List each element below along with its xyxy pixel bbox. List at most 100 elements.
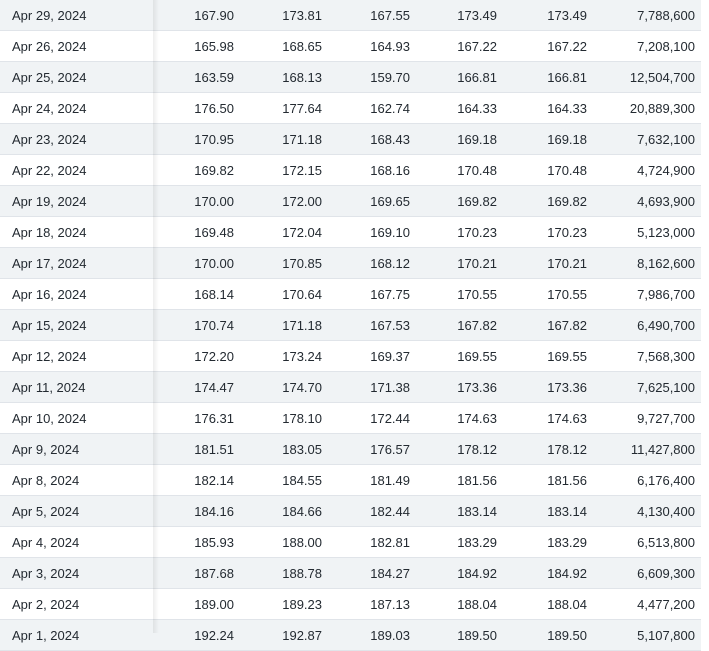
close-cell: 170.55	[412, 278, 500, 310]
date-cell: Apr 29, 2024	[0, 0, 153, 31]
high-cell: 188.00	[236, 526, 324, 558]
volume-cell: 6,490,700	[593, 309, 701, 341]
open-cell: 169.82	[153, 154, 236, 186]
open-cell: 181.51	[153, 433, 236, 465]
close-cell: 169.82	[412, 185, 500, 217]
date-cell: Apr 18, 2024	[0, 216, 153, 248]
adj-close-cell: 170.21	[500, 247, 593, 279]
low-cell: 168.16	[324, 154, 412, 186]
close-cell: 167.82	[412, 309, 500, 341]
open-cell: 189.00	[153, 588, 236, 620]
volume-cell: 20,889,300	[593, 92, 701, 124]
high-cell: 184.55	[236, 464, 324, 496]
close-cell: 178.12	[412, 433, 500, 465]
table-row: Apr 17, 2024 170.00 170.85 168.12 170.21 170.…	[0, 247, 701, 279]
table-row: Apr 29, 2024 167.90 173.81 167.55 173.49 173.…	[0, 0, 701, 31]
adj-close-cell: 169.18	[500, 123, 593, 155]
date-cell: Apr 22, 2024	[0, 154, 153, 186]
close-cell: 169.18	[412, 123, 500, 155]
adj-close-cell: 167.22	[500, 30, 593, 62]
adj-close-cell: 183.29	[500, 526, 593, 558]
table-row: Apr 1, 2024 192.24 192.87 189.03 189.50 189.5…	[0, 619, 701, 651]
date-cell: Apr 4, 2024	[0, 526, 153, 558]
open-cell: 168.14	[153, 278, 236, 310]
date-cell: Apr 9, 2024	[0, 433, 153, 465]
volume-cell: 12,504,700	[593, 61, 701, 93]
low-cell: 164.93	[324, 30, 412, 62]
open-cell: 176.50	[153, 92, 236, 124]
low-cell: 182.44	[324, 495, 412, 527]
open-cell: 170.95	[153, 123, 236, 155]
adj-close-cell: 166.81	[500, 61, 593, 93]
open-cell: 170.74	[153, 309, 236, 341]
open-cell: 167.90	[153, 0, 236, 31]
close-cell: 188.04	[412, 588, 500, 620]
table-row: Apr 25, 2024 163.59 168.13 159.70 166.81 166.…	[0, 61, 701, 93]
date-cell: Apr 3, 2024	[0, 557, 153, 589]
close-cell: 170.23	[412, 216, 500, 248]
high-cell: 192.87	[236, 619, 324, 651]
table-row: Apr 24, 2024 176.50 177.64 162.74 164.33 164.…	[0, 92, 701, 124]
adj-close-cell: 189.50	[500, 619, 593, 651]
low-cell: 168.12	[324, 247, 412, 279]
close-cell: 166.81	[412, 61, 500, 93]
table-row: Apr 26, 2024 165.98 168.65 164.93 167.22 167.…	[0, 30, 701, 62]
volume-cell: 7,788,600	[593, 0, 701, 31]
high-cell: 171.18	[236, 309, 324, 341]
adj-close-cell: 181.56	[500, 464, 593, 496]
adj-close-cell: 169.55	[500, 340, 593, 372]
adj-close-cell: 170.48	[500, 154, 593, 186]
volume-cell: 4,477,200	[593, 588, 701, 620]
close-cell: 184.92	[412, 557, 500, 589]
low-cell: 184.27	[324, 557, 412, 589]
table-row: Apr 11, 2024 174.47 174.70 171.38 173.36 173.…	[0, 371, 701, 403]
low-cell: 162.74	[324, 92, 412, 124]
close-cell: 170.21	[412, 247, 500, 279]
low-cell: 167.75	[324, 278, 412, 310]
adj-close-cell: 174.63	[500, 402, 593, 434]
date-cell: Apr 19, 2024	[0, 185, 153, 217]
volume-cell: 7,632,100	[593, 123, 701, 155]
close-cell: 173.49	[412, 0, 500, 31]
volume-cell: 7,568,300	[593, 340, 701, 372]
open-cell: 192.24	[153, 619, 236, 651]
table-row: Apr 8, 2024 182.14 184.55 181.49 181.56 181.5…	[0, 464, 701, 496]
date-cell: Apr 26, 2024	[0, 30, 153, 62]
high-cell: 173.81	[236, 0, 324, 31]
high-cell: 171.18	[236, 123, 324, 155]
table-row: Apr 12, 2024 172.20 173.24 169.37 169.55 169.…	[0, 340, 701, 372]
volume-cell: 5,107,800	[593, 619, 701, 651]
high-cell: 168.13	[236, 61, 324, 93]
high-cell: 189.23	[236, 588, 324, 620]
low-cell: 167.53	[324, 309, 412, 341]
volume-cell: 7,986,700	[593, 278, 701, 310]
high-cell: 188.78	[236, 557, 324, 589]
table-row: Apr 18, 2024 169.48 172.04 169.10 170.23 170.…	[0, 216, 701, 248]
open-cell: 172.20	[153, 340, 236, 372]
open-cell: 170.00	[153, 247, 236, 279]
volume-cell: 11,427,800	[593, 433, 701, 465]
open-cell: 169.48	[153, 216, 236, 248]
high-cell: 170.85	[236, 247, 324, 279]
low-cell: 176.57	[324, 433, 412, 465]
open-cell: 165.98	[153, 30, 236, 62]
date-cell: Apr 12, 2024	[0, 340, 153, 372]
low-cell: 172.44	[324, 402, 412, 434]
table-row: Apr 5, 2024 184.16 184.66 182.44 183.14 183.1…	[0, 495, 701, 527]
date-cell: Apr 10, 2024	[0, 402, 153, 434]
open-cell: 170.00	[153, 185, 236, 217]
low-cell: 168.43	[324, 123, 412, 155]
high-cell: 172.00	[236, 185, 324, 217]
high-cell: 183.05	[236, 433, 324, 465]
date-cell: Apr 1, 2024	[0, 619, 153, 651]
date-cell: Apr 23, 2024	[0, 123, 153, 155]
table-row: Apr 3, 2024 187.68 188.78 184.27 184.92 184.9…	[0, 557, 701, 589]
volume-cell: 6,609,300	[593, 557, 701, 589]
volume-cell: 6,513,800	[593, 526, 701, 558]
low-cell: 182.81	[324, 526, 412, 558]
low-cell: 187.13	[324, 588, 412, 620]
table-row: Apr 22, 2024 169.82 172.15 168.16 170.48 170.…	[0, 154, 701, 186]
close-cell: 173.36	[412, 371, 500, 403]
